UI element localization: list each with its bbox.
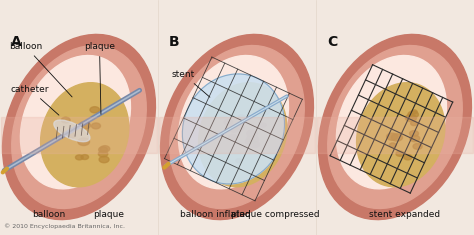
Ellipse shape bbox=[12, 46, 146, 208]
Bar bbox=[317, 117, 474, 153]
Ellipse shape bbox=[408, 111, 419, 118]
Ellipse shape bbox=[391, 134, 402, 141]
Ellipse shape bbox=[411, 110, 417, 114]
Ellipse shape bbox=[100, 146, 109, 152]
Ellipse shape bbox=[410, 121, 418, 125]
Text: plaque: plaque bbox=[84, 42, 115, 114]
Ellipse shape bbox=[235, 125, 244, 131]
Ellipse shape bbox=[78, 138, 90, 145]
Ellipse shape bbox=[413, 143, 422, 149]
Ellipse shape bbox=[405, 114, 417, 121]
Ellipse shape bbox=[410, 135, 420, 142]
Ellipse shape bbox=[245, 139, 254, 145]
Ellipse shape bbox=[258, 108, 269, 115]
Ellipse shape bbox=[99, 147, 108, 153]
Ellipse shape bbox=[250, 141, 260, 148]
Ellipse shape bbox=[337, 55, 447, 189]
Ellipse shape bbox=[20, 55, 130, 189]
Ellipse shape bbox=[238, 115, 245, 119]
Ellipse shape bbox=[170, 46, 304, 208]
Text: plaque: plaque bbox=[93, 210, 125, 219]
Ellipse shape bbox=[228, 134, 237, 140]
Ellipse shape bbox=[404, 155, 412, 160]
Ellipse shape bbox=[389, 143, 396, 147]
Ellipse shape bbox=[79, 122, 91, 129]
Text: balloon: balloon bbox=[9, 42, 72, 97]
Text: C: C bbox=[327, 35, 337, 49]
Ellipse shape bbox=[99, 151, 108, 157]
Ellipse shape bbox=[230, 128, 238, 132]
Ellipse shape bbox=[75, 155, 83, 160]
Text: stent: stent bbox=[172, 70, 210, 97]
Text: © 2010 Encyclopaedia Britannica, Inc.: © 2010 Encyclopaedia Britannica, Inc. bbox=[4, 223, 125, 229]
Ellipse shape bbox=[224, 119, 233, 125]
Ellipse shape bbox=[396, 151, 404, 156]
Ellipse shape bbox=[246, 135, 259, 143]
Bar bbox=[0, 117, 157, 153]
Ellipse shape bbox=[91, 123, 100, 129]
Bar bbox=[159, 117, 315, 153]
Ellipse shape bbox=[41, 83, 129, 187]
Ellipse shape bbox=[260, 123, 266, 127]
Ellipse shape bbox=[81, 155, 89, 160]
Ellipse shape bbox=[199, 83, 287, 187]
Ellipse shape bbox=[328, 46, 462, 208]
Ellipse shape bbox=[319, 34, 472, 219]
Text: stent expanded: stent expanded bbox=[369, 210, 440, 219]
Ellipse shape bbox=[387, 133, 398, 140]
Ellipse shape bbox=[90, 107, 100, 113]
Ellipse shape bbox=[178, 55, 289, 189]
Ellipse shape bbox=[247, 130, 257, 137]
Ellipse shape bbox=[410, 131, 419, 137]
Text: balloon inflated: balloon inflated bbox=[180, 210, 250, 219]
Ellipse shape bbox=[356, 83, 445, 187]
Ellipse shape bbox=[61, 117, 70, 123]
Text: balloon: balloon bbox=[32, 210, 65, 219]
Text: plaque compressed: plaque compressed bbox=[231, 210, 319, 219]
Ellipse shape bbox=[54, 120, 90, 142]
Ellipse shape bbox=[236, 159, 242, 163]
Ellipse shape bbox=[2, 34, 155, 219]
Ellipse shape bbox=[182, 74, 284, 184]
Ellipse shape bbox=[99, 156, 109, 163]
Ellipse shape bbox=[161, 34, 313, 219]
Text: B: B bbox=[169, 35, 180, 49]
Text: A: A bbox=[11, 35, 21, 49]
Text: catheter: catheter bbox=[11, 85, 59, 115]
Ellipse shape bbox=[67, 133, 76, 138]
